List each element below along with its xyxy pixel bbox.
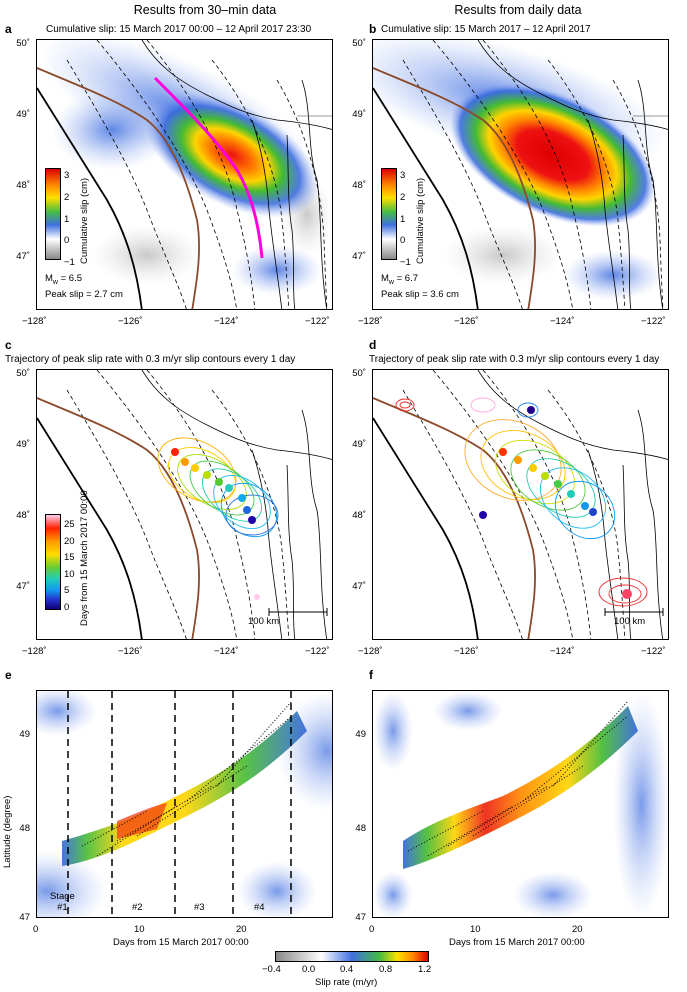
slip-rate-tick-3: 0.8 (379, 964, 393, 975)
right-column-title: Results from daily data (454, 3, 582, 17)
lat-tick-c-49: 49˚ (16, 439, 30, 450)
panel-b-colorbar-label: Cumulative slip (cm) (415, 177, 426, 264)
lat-tick-c-48: 48˚ (16, 510, 30, 521)
lon-tick-a-124: −124˚ (214, 316, 239, 327)
slip-rate-tick-1: 0.0 (302, 964, 316, 975)
lon-tick-a-126: −126˚ (118, 316, 143, 327)
lon-tick-c-128: −128˚ (22, 646, 47, 657)
lat-tick-c-47: 47˚ (16, 581, 30, 592)
x-tick-e-20: 20 (236, 924, 247, 935)
stage-label-3: #3 (194, 902, 205, 913)
x-tick-e-10: 10 (134, 924, 145, 935)
y-tick-f-47: 47 (355, 912, 366, 923)
panel-e-ylabel: Latitude (degree) (2, 795, 13, 868)
stage-label-2: #2 (132, 902, 143, 913)
panel-c-scale-label: 100 km (248, 616, 280, 627)
panel-d-scale-label: 100 km (614, 616, 646, 627)
panel-b-label: b (369, 22, 377, 36)
slip-rate-tick-2: 0.4 (340, 964, 354, 975)
lon-tick-d-128: −128˚ (358, 646, 383, 657)
panel-a-map (36, 39, 333, 310)
lon-tick-b-122: −122˚ (641, 316, 666, 327)
lat-tick-a-47: 47˚ (16, 251, 30, 262)
panel-a-colorbar-ticks: 3 2 1 0 −1 (64, 170, 75, 269)
panel-b-title: Cumulative slip: 15 March 2017 – 12 Apri… (381, 24, 591, 35)
lon-tick-c-122: −122˚ (305, 646, 330, 657)
lon-tick-d-126: −126˚ (454, 646, 479, 657)
panel-b-map (372, 39, 669, 310)
lat-tick-c-50: 50˚ (16, 368, 30, 379)
panel-c-colorbar-label: Days from 15 March 2017 00:00 (79, 490, 90, 626)
lon-tick-d-124: −124˚ (550, 646, 575, 657)
stage-label-4: #4 (254, 902, 265, 913)
x-tick-e-0: 0 (33, 924, 39, 935)
panel-a-colorbar (45, 168, 61, 260)
panel-a-colorbar-label: Cumulative slip (cm) (79, 177, 90, 264)
lon-tick-a-128: −128˚ (22, 316, 47, 327)
panel-c-map (36, 369, 333, 640)
stage-label-1: Stage #1 (50, 891, 75, 913)
panel-d-label: d (369, 338, 377, 352)
lat-tick-a-48: 48˚ (16, 180, 30, 191)
lat-tick-a-49: 49˚ (16, 109, 30, 120)
lon-tick-a-122: −122˚ (305, 316, 330, 327)
y-tick-f-49: 49 (355, 729, 366, 740)
panel-f-label: f (369, 668, 373, 682)
panel-b-stats: Mw = 6.7 Peak slip = 3.6 cm (381, 273, 459, 300)
panel-c-title: Trajectory of peak slip rate with 0.3 m/… (5, 354, 296, 365)
panel-a-stats: Mw = 6.5 Peak slip = 2.7 cm (45, 273, 123, 300)
slip-rate-tick-0: −0.4 (262, 964, 281, 975)
x-tick-f-0: 0 (369, 924, 375, 935)
panel-b-colorbar-ticks: 3 2 1 0 −1 (400, 170, 411, 269)
y-tick-e-49: 49 (19, 729, 30, 740)
lat-tick-b-48: 48˚ (352, 180, 366, 191)
lon-tick-d-122: −122˚ (641, 646, 666, 657)
x-tick-f-10: 10 (470, 924, 481, 935)
lat-tick-a-50: 50˚ (16, 38, 30, 49)
panel-c-label: c (5, 338, 12, 352)
panel-c-colorbar-ticks: 25 20 15 10 5 0 (64, 519, 75, 613)
lon-tick-c-124: −124˚ (214, 646, 239, 657)
panel-e-label: e (5, 668, 12, 682)
lat-tick-b-50: 50˚ (352, 38, 366, 49)
left-column-title: Results from 30–min data (133, 3, 277, 17)
slip-rate-label: Slip rate (m/yr) (315, 977, 378, 988)
panel-e-plot (36, 690, 333, 918)
panel-b-colorbar (381, 168, 397, 260)
slip-rate-tick-4: 1.2 (418, 964, 432, 975)
panel-d-title: Trajectory of peak slip rate with 0.3 m/… (369, 354, 660, 365)
lon-tick-b-124: −124˚ (550, 316, 575, 327)
panel-c-colorbar (45, 514, 61, 610)
lon-tick-c-126: −126˚ (118, 646, 143, 657)
x-tick-f-20: 20 (572, 924, 583, 935)
lon-tick-b-126: −126˚ (454, 316, 479, 327)
y-tick-f-48: 48 (355, 823, 366, 834)
lat-tick-d-50: 50˚ (352, 368, 366, 379)
y-tick-e-47: 47 (19, 912, 30, 923)
panel-a-label: a (5, 22, 12, 36)
lat-tick-d-49: 49˚ (352, 439, 366, 450)
panel-f-xlabel: Days from 15 March 2017 00:00 (449, 937, 585, 948)
y-tick-e-48: 48 (19, 823, 30, 834)
lat-tick-b-49: 49˚ (352, 109, 366, 120)
lat-tick-d-47: 47˚ (352, 581, 366, 592)
panel-d-map (372, 369, 669, 640)
lon-tick-b-128: −128˚ (358, 316, 383, 327)
panel-f-plot (372, 690, 669, 918)
lat-tick-d-48: 48˚ (352, 510, 366, 521)
lat-tick-b-47: 47˚ (352, 251, 366, 262)
panel-a-title: Cumulative slip: 15 March 2017 00:00 – 1… (46, 24, 312, 35)
slip-rate-colorbar (275, 951, 429, 962)
panel-e-xlabel: Days from 15 March 2017 00:00 (113, 937, 249, 948)
